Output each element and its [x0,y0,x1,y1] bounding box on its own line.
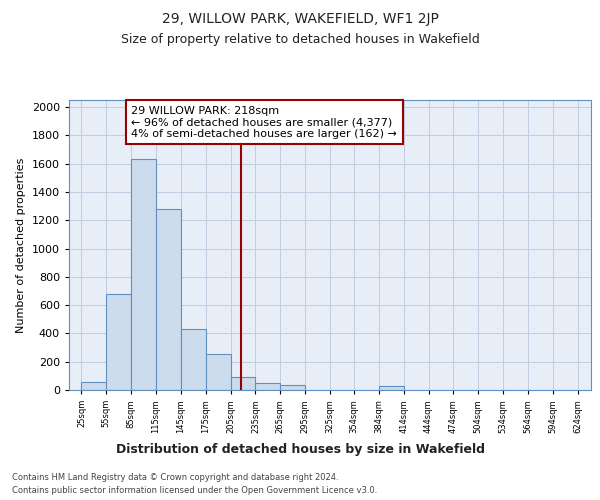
Bar [156,209,181,390]
Bar [379,386,404,390]
Bar [256,383,280,390]
Bar [82,382,106,390]
Bar [230,378,256,390]
Bar [280,385,305,390]
Text: Contains HM Land Registry data © Crown copyright and database right 2024.: Contains HM Land Registry data © Crown c… [12,472,338,482]
Bar [131,160,156,390]
Bar [106,294,131,390]
Text: 29, WILLOW PARK, WAKEFIELD, WF1 2JP: 29, WILLOW PARK, WAKEFIELD, WF1 2JP [161,12,439,26]
Text: Size of property relative to detached houses in Wakefield: Size of property relative to detached ho… [121,32,479,46]
Text: 29 WILLOW PARK: 218sqm
← 96% of detached houses are smaller (4,377)
4% of semi-d: 29 WILLOW PARK: 218sqm ← 96% of detached… [131,106,397,139]
Y-axis label: Number of detached properties: Number of detached properties [16,158,26,332]
Text: Contains public sector information licensed under the Open Government Licence v3: Contains public sector information licen… [12,486,377,495]
Bar [181,329,206,390]
Text: Distribution of detached houses by size in Wakefield: Distribution of detached houses by size … [115,442,485,456]
Bar [206,354,230,390]
